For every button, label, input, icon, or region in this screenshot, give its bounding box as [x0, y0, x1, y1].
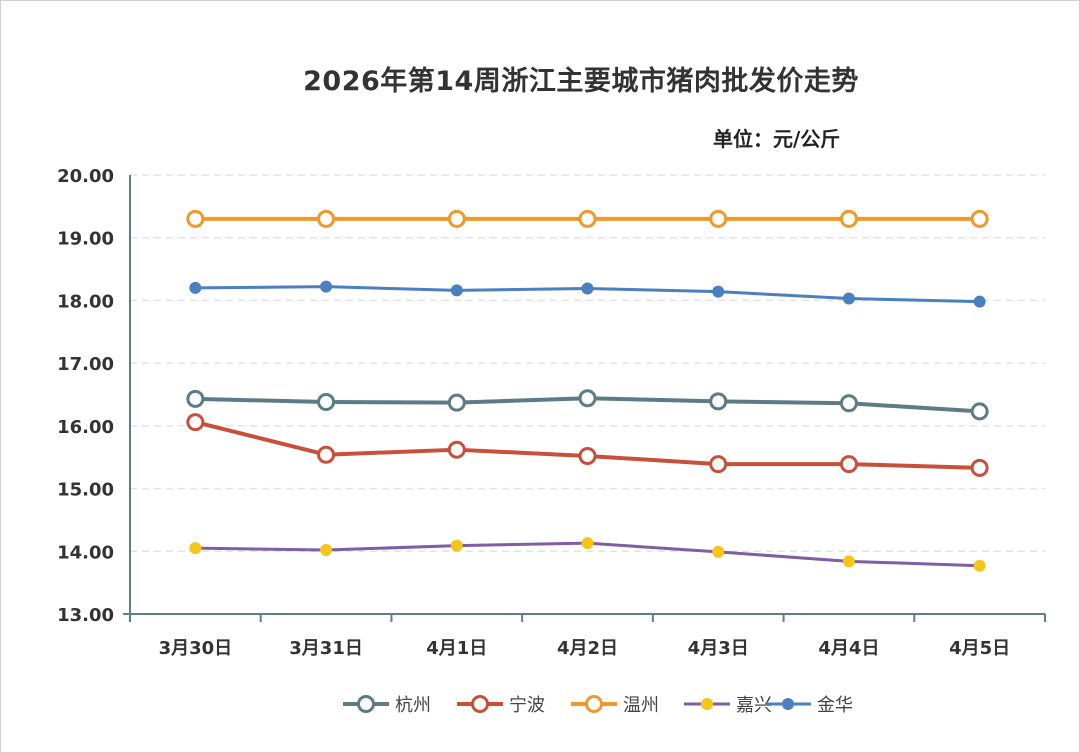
x-axis-ticks: 3月30日 3月31日 4月1日 4月2日 4月3日 4月4日 4月5日: [159, 638, 1011, 659]
data-point: [320, 544, 333, 557]
data-point: [320, 280, 333, 293]
legend: 杭州 宁波 温州 嘉兴 金华: [343, 695, 853, 716]
x-tick-label: 3月31日: [289, 638, 363, 659]
data-point: [782, 698, 794, 710]
data-point: [839, 394, 858, 413]
data-point: [471, 695, 489, 713]
data-point: [447, 209, 466, 228]
data-point: [447, 440, 466, 459]
data-point: [186, 413, 205, 432]
data-point: [189, 542, 202, 555]
data-point: [189, 281, 202, 294]
series-杭州: [186, 389, 989, 421]
data-point: [712, 545, 725, 558]
data-point: [357, 695, 375, 713]
data-point: [842, 292, 855, 305]
data-point: [186, 209, 205, 228]
series-温州: [186, 209, 989, 228]
y-tick-label: 13.00: [57, 605, 114, 626]
data-point: [585, 695, 603, 713]
x-tick-label: 3月30日: [159, 638, 233, 659]
data-point: [970, 402, 989, 421]
data-point: [317, 393, 336, 412]
data-point: [578, 209, 597, 228]
unit-label: 单位：元/公斤: [713, 127, 841, 151]
y-tick-label: 19.00: [57, 229, 114, 250]
data-point: [709, 209, 728, 228]
data-point: [712, 285, 725, 298]
legend-item: 嘉兴: [684, 695, 772, 716]
data-point: [709, 392, 728, 411]
legend-item: 温州: [571, 695, 659, 716]
legend-label: 杭州: [395, 695, 431, 716]
y-tick-label: 17.00: [57, 354, 114, 375]
data-point: [450, 284, 463, 297]
data-point: [842, 555, 855, 568]
data-point: [317, 445, 336, 464]
data-point: [839, 455, 858, 474]
legend-item: 宁波: [457, 695, 545, 716]
data-point: [450, 539, 463, 552]
data-point: [581, 282, 594, 295]
x-tick-label: 4月2日: [557, 638, 618, 659]
data-point: [447, 393, 466, 412]
data-point: [581, 537, 594, 550]
y-tick-label: 20.00: [57, 166, 114, 187]
data-point: [317, 209, 336, 228]
y-tick-label: 16.00: [57, 417, 114, 438]
y-axis-ticks: 13.00 14.00 15.00 16.00 17.00 18.00 19.00 20.00: [57, 166, 114, 626]
y-tick-label: 14.00: [57, 542, 114, 563]
data-point: [701, 698, 713, 710]
legend-label: 温州: [623, 695, 659, 716]
series-group: [186, 209, 989, 572]
data-point: [970, 458, 989, 477]
legend-label: 嘉兴: [736, 695, 772, 716]
x-tick-label: 4月3日: [688, 638, 749, 659]
chart-title: 2026年第14周浙江主要城市猪肉批发价走势: [303, 66, 859, 97]
legend-item: 杭州: [343, 695, 431, 716]
data-point: [709, 455, 728, 474]
y-tick-label: 15.00: [57, 480, 114, 501]
legend-label: 宁波: [509, 695, 545, 716]
axes: [123, 175, 1046, 622]
data-point: [970, 209, 989, 228]
series-金华: [189, 280, 986, 308]
x-tick-label: 4月5日: [949, 638, 1010, 659]
data-point: [973, 295, 986, 308]
grid-lines: [130, 174, 1045, 553]
legend-label: 金华: [817, 695, 853, 716]
data-point: [973, 559, 986, 572]
data-point: [578, 389, 597, 408]
data-point: [839, 209, 858, 228]
data-point: [578, 446, 597, 465]
y-tick-label: 18.00: [57, 291, 114, 312]
legend-item: 金华: [765, 695, 853, 716]
x-tick-label: 4月1日: [426, 638, 487, 659]
data-point: [186, 389, 205, 408]
series-宁波: [186, 413, 989, 477]
x-tick-label: 4月4日: [818, 638, 879, 659]
series-嘉兴: [189, 537, 986, 572]
